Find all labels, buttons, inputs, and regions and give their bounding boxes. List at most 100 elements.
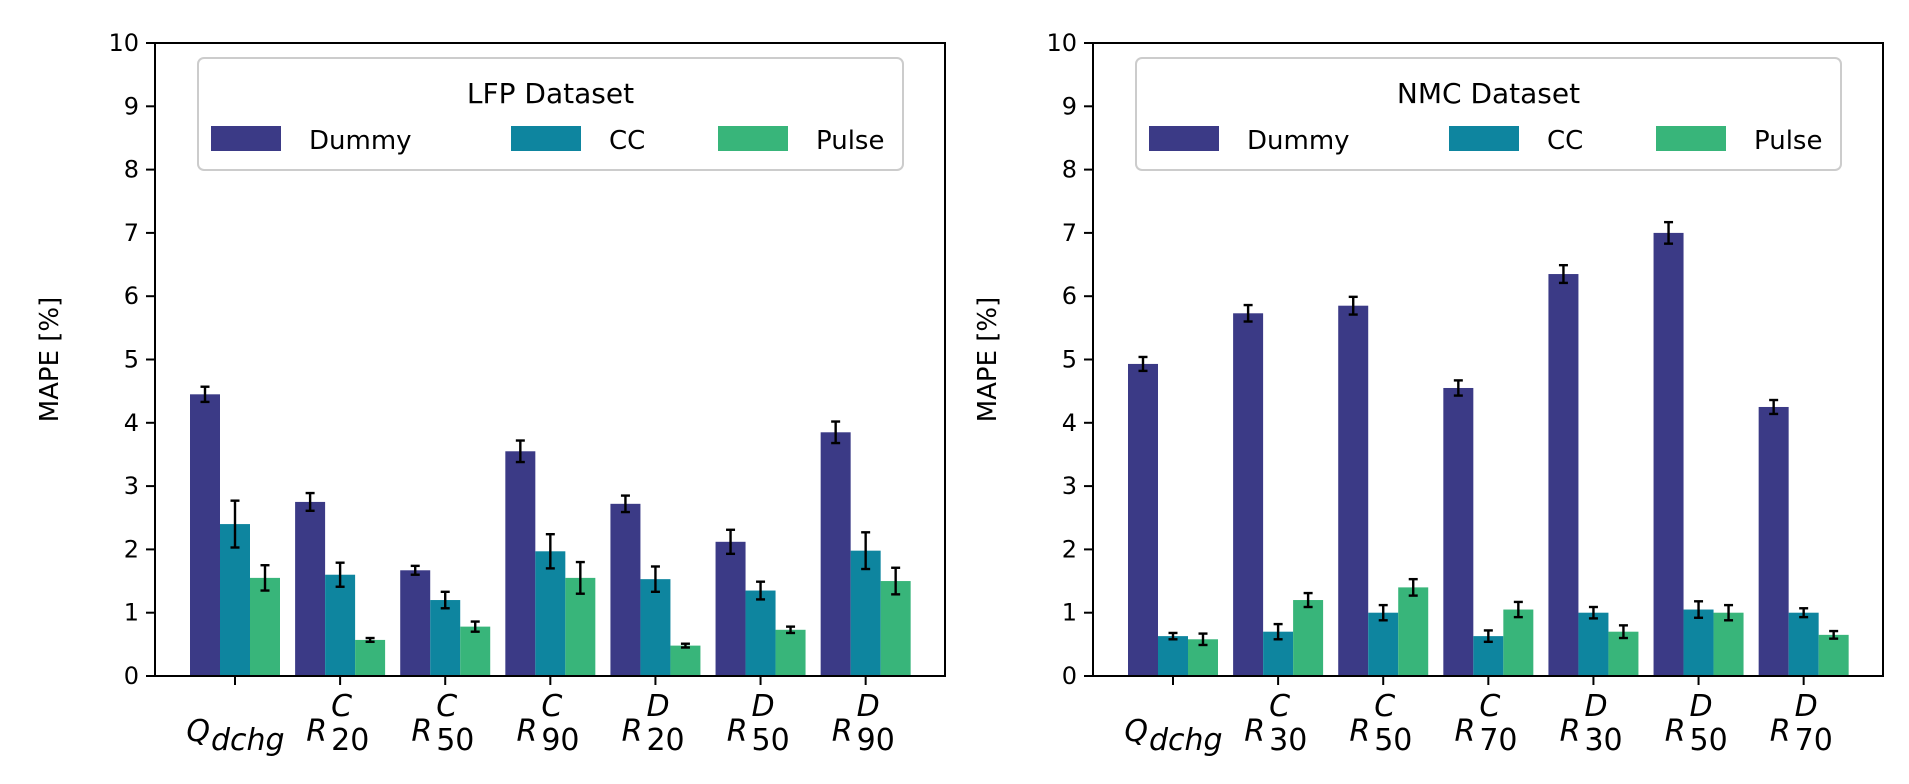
x-tick-symbol: R (1454, 714, 1475, 749)
error-bar-pulse-6 (1724, 603, 1734, 622)
bar-pulse-3 (460, 626, 491, 676)
x-tick-superscript: D (1795, 689, 1818, 724)
x-tick-superscript: D (646, 689, 669, 724)
y-tick-label: 1 (124, 599, 139, 627)
bar-cc-7 (1788, 612, 1819, 676)
y-tick-label: 3 (124, 472, 139, 500)
error-bar-cc-6 (1694, 600, 1704, 619)
bar-pulse-3 (1398, 587, 1429, 676)
y-tick-label: 1 (1062, 599, 1077, 627)
x-tick-subscript: 70 (1479, 723, 1517, 758)
y-axis-label: MAPE [%] (973, 297, 1003, 423)
x-tick-subscript: dchg (211, 723, 285, 758)
error-bar-pulse-3 (470, 620, 480, 633)
error-bar-dummy-1 (1138, 355, 1148, 373)
y-tick-label: 8 (124, 156, 139, 184)
legend-title: NMC Dataset (1397, 77, 1580, 110)
x-tick-superscript: C (1479, 689, 1500, 724)
y-tick-label: 0 (124, 662, 139, 690)
error-bar-cc-2 (335, 561, 345, 588)
y-tick-label: 0 (1062, 662, 1077, 690)
error-bar-cc-1 (230, 499, 240, 549)
legend: NMC Dataset Dummy CC Pulse (1135, 57, 1842, 171)
legend-swatch (1656, 126, 1726, 151)
y-tick-label: 2 (124, 535, 139, 563)
x-tick-superscript: C (331, 689, 352, 724)
bar-cc-5 (1578, 612, 1609, 676)
x-tick-superscript: C (541, 689, 562, 724)
error-bar-pulse-6 (786, 625, 796, 635)
y-axis-label: MAPE [%] (35, 297, 65, 423)
legend-entry-dummy: Dummy (211, 126, 412, 156)
bar-pulse-4 (1503, 609, 1534, 676)
bar-pulse-2 (355, 639, 386, 676)
error-bar-cc-5 (650, 565, 660, 594)
error-bar-dummy-2 (305, 491, 315, 512)
legend-swatch (718, 126, 788, 151)
error-bar-cc-4 (545, 533, 555, 570)
legend-label: CC (1547, 126, 1583, 156)
bar-cc-6 (1683, 609, 1714, 676)
bar-pulse-6 (1713, 612, 1744, 676)
y-tick-label: 10 (108, 29, 139, 57)
error-bar-dummy-4 (1453, 379, 1463, 397)
bar-cc-3 (430, 600, 461, 676)
error-bar-pulse-1 (1198, 632, 1208, 647)
error-bar-dummy-1 (200, 385, 210, 404)
bar-pulse-7 (1818, 634, 1849, 676)
error-bar-cc-6 (756, 580, 766, 601)
y-tick-label: 3 (1062, 472, 1077, 500)
x-tick-subscript: 20 (646, 723, 684, 758)
error-bar-pulse-7 (891, 566, 901, 596)
bar-dummy-7 (1758, 406, 1789, 676)
x-tick-symbol: R (516, 714, 537, 749)
y-tick-label: 6 (1062, 282, 1077, 310)
bar-dummy-1 (1128, 363, 1158, 676)
error-bar-cc-7 (861, 531, 871, 571)
error-bar-dummy-3 (410, 564, 420, 576)
error-bar-cc-5 (1588, 605, 1598, 620)
bar-dummy-4 (1443, 387, 1474, 676)
x-tick-superscript: C (436, 689, 457, 724)
x-tick-superscript: D (1690, 689, 1713, 724)
error-bar-dummy-5 (1558, 263, 1568, 285)
bar-dummy-4 (505, 451, 536, 676)
bar-dummy-7 (820, 432, 851, 676)
bar-dummy-1 (190, 394, 220, 676)
error-bar-pulse-3 (1408, 577, 1418, 597)
legend-swatch (1149, 126, 1219, 151)
error-bar-cc-3 (1378, 603, 1388, 622)
y-tick-label: 7 (124, 219, 139, 247)
x-tick-symbol: Q (1124, 714, 1148, 749)
error-bar-pulse-1 (260, 564, 270, 592)
x-tick-symbol: R (411, 714, 432, 749)
x-tick-subscript: 30 (1269, 723, 1307, 758)
bar-dummy-2 (1233, 313, 1264, 676)
legend-label: CC (609, 126, 645, 156)
bar-cc-3 (1368, 612, 1399, 676)
error-bar-dummy-2 (1243, 303, 1253, 323)
y-tick-label: 10 (1046, 29, 1077, 57)
legend-label: Dummy (309, 126, 412, 156)
y-tick-label: 2 (1062, 535, 1077, 563)
legend-title: LFP Dataset (467, 77, 634, 110)
error-bar-cc-1 (1168, 631, 1178, 641)
error-bar-pulse-4 (575, 560, 585, 595)
x-tick-subscript: 50 (752, 723, 790, 758)
y-tick-label: 8 (1062, 156, 1077, 184)
x-tick-symbol: R (1770, 714, 1791, 749)
x-tick-symbol: Q (186, 714, 210, 749)
y-tick-label: 5 (1062, 346, 1077, 374)
error-bar-pulse-4 (1513, 600, 1523, 619)
y-tick-label: 7 (1062, 219, 1077, 247)
bar-cc-1 (220, 524, 250, 676)
